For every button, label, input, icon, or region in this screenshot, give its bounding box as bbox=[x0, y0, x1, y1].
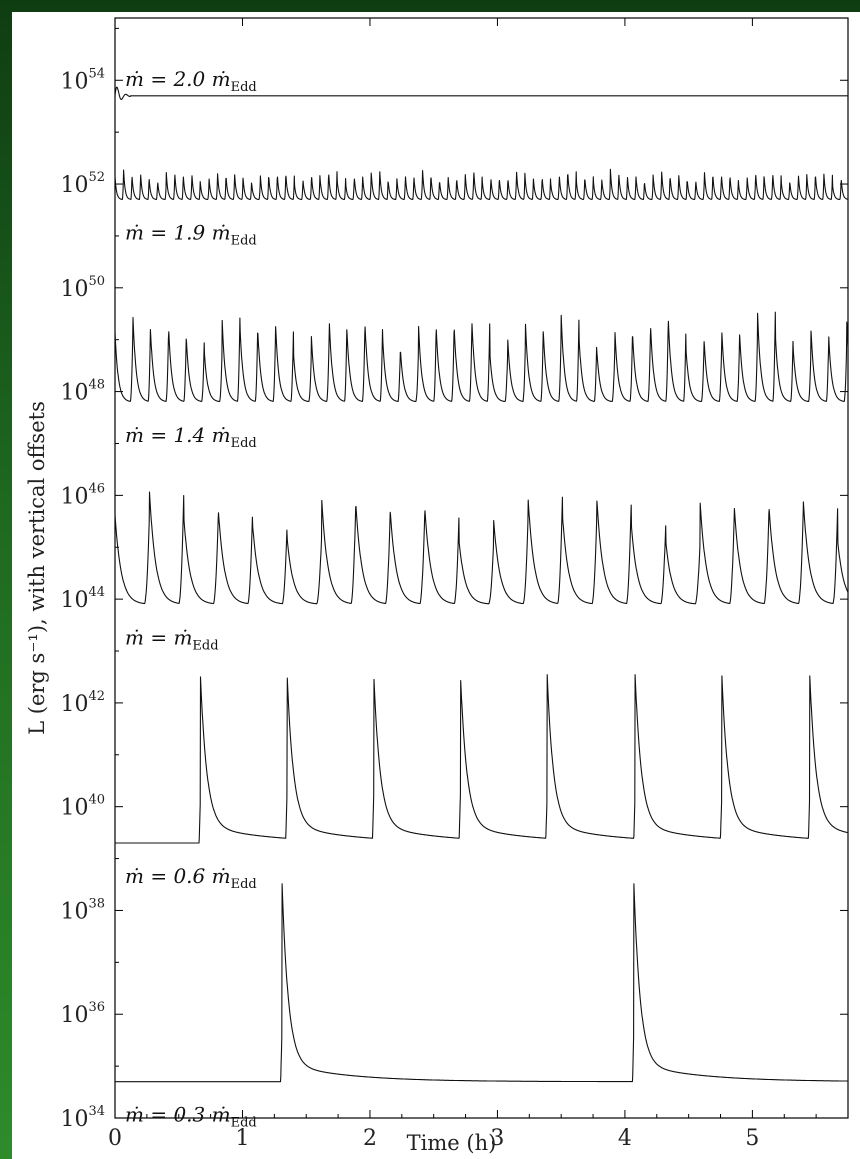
y-tick-label: 1048 bbox=[60, 378, 105, 406]
y-tick-label: 1044 bbox=[60, 585, 105, 613]
series-line-5 bbox=[114, 883, 849, 1083]
series-line-1 bbox=[114, 168, 849, 201]
x-tick-label: 4 bbox=[618, 1126, 632, 1151]
y-tick-label: 1050 bbox=[60, 274, 105, 302]
series-label-5: ṁ = 0.3 ṁEdd bbox=[125, 1103, 257, 1131]
series-label-1: ṁ = 1.9 ṁEdd bbox=[125, 221, 257, 249]
series-label-0: ṁ = 2.0 ṁEdd bbox=[125, 67, 257, 95]
series-label-2: ṁ = 1.4 ṁEdd bbox=[125, 423, 257, 451]
series-line-2 bbox=[114, 311, 849, 403]
x-tick-label: 2 bbox=[363, 1126, 377, 1151]
figure-panel bbox=[12, 12, 860, 1159]
y-tick-label: 1036 bbox=[60, 1000, 105, 1028]
y-tick-label: 1054 bbox=[60, 66, 105, 94]
y-tick-label: 1034 bbox=[60, 1104, 105, 1132]
plot-frame bbox=[114, 17, 849, 1119]
series-label-3: ṁ = ṁEdd bbox=[125, 625, 219, 653]
x-axis-title: Time (h) bbox=[407, 1131, 497, 1155]
series-line-3 bbox=[114, 491, 849, 605]
series-line-0 bbox=[114, 86, 849, 101]
x-tick-label: 5 bbox=[745, 1126, 759, 1151]
series-label-4: ṁ = 0.6 ṁEdd bbox=[125, 864, 257, 892]
x-tick-label: 1 bbox=[235, 1126, 249, 1151]
y-tick-label: 1052 bbox=[60, 170, 105, 198]
series-line-4 bbox=[114, 674, 849, 844]
y-tick-label: 1040 bbox=[60, 793, 105, 821]
x-tick-label: 3 bbox=[490, 1126, 504, 1151]
y-tick-label: 1042 bbox=[60, 689, 105, 717]
y-tick-label: 1038 bbox=[60, 896, 105, 924]
y-tick-label: 1046 bbox=[60, 481, 105, 509]
x-tick-label: 0 bbox=[108, 1126, 122, 1151]
y-axis-title: L (erg s⁻¹), with vertical offsets bbox=[25, 401, 49, 735]
